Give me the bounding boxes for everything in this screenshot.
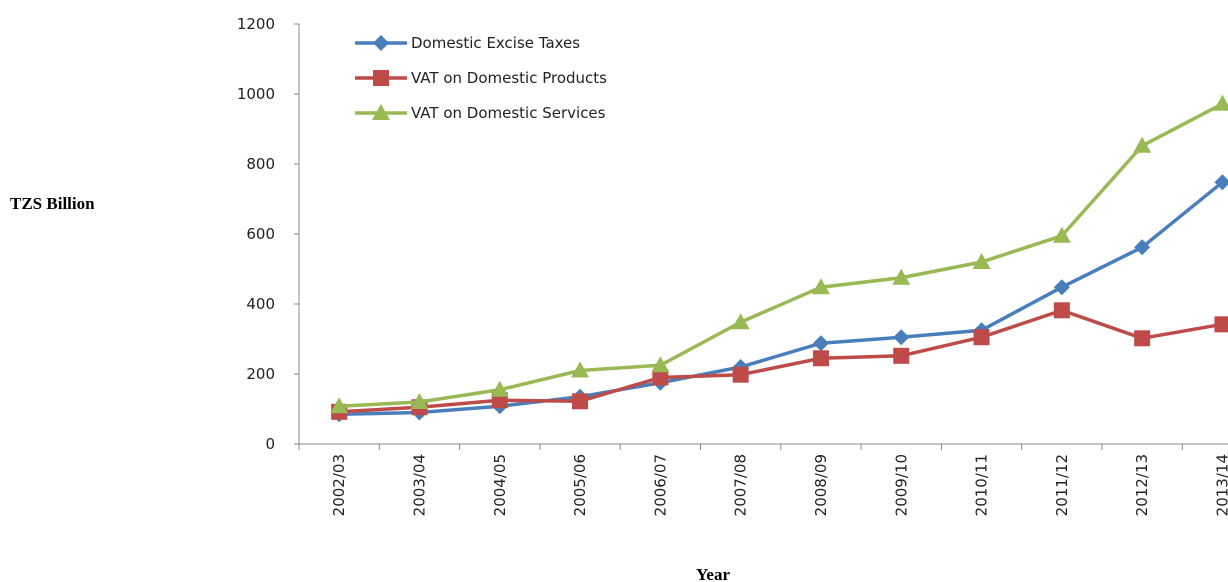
y-tick-label: 0 (265, 435, 275, 453)
legend-swatch (372, 104, 390, 120)
legend-swatch (373, 35, 389, 51)
point (1214, 174, 1228, 191)
point (1052, 226, 1071, 243)
x-tick-label: 2003/04 (410, 454, 428, 516)
y-tick-label: 200 (246, 365, 275, 383)
x-tick-label: 2004/05 (491, 454, 509, 516)
point (811, 278, 830, 295)
x-tick-label: 2006/07 (651, 454, 669, 516)
x-tick-label: 2013/14 (1213, 454, 1228, 516)
series-line (339, 102, 1224, 408)
x-axis-label: Year (696, 565, 730, 582)
point (812, 350, 829, 367)
x-tick-label: 2005/06 (571, 454, 589, 516)
y-axis-label: TZS Billion (10, 194, 95, 213)
point (1053, 279, 1070, 296)
legend-label: Domestic Excise Taxes (411, 34, 580, 52)
point (651, 356, 670, 373)
point (1213, 94, 1228, 111)
point (731, 313, 750, 330)
x-tick-label: 2007/08 (732, 454, 750, 516)
point (490, 380, 509, 397)
y-tick-label: 400 (246, 295, 275, 313)
point (893, 347, 910, 364)
point (1133, 136, 1152, 153)
point (973, 329, 990, 346)
point (893, 329, 910, 346)
point (732, 366, 749, 383)
point (972, 253, 991, 269)
x-tick-label: 2010/11 (973, 454, 991, 516)
point (572, 393, 589, 410)
point (652, 369, 669, 386)
point (330, 397, 349, 414)
legend-label: VAT on Domestic Services (411, 104, 606, 122)
y-tick-label: 600 (246, 225, 275, 243)
point (1214, 316, 1228, 333)
point (1134, 330, 1151, 347)
x-tick-label: 2002/03 (330, 454, 348, 516)
point (1053, 302, 1070, 319)
point (571, 361, 590, 378)
x-tick-label: 2011/12 (1053, 454, 1071, 516)
y-tick-label: 1000 (237, 85, 275, 103)
point (812, 335, 829, 352)
point (1134, 239, 1151, 256)
x-tick-label: 2012/13 (1133, 454, 1151, 516)
legend-label: VAT on Domestic Products (411, 69, 607, 87)
x-tick-label: 2009/10 (892, 454, 910, 516)
y-tick-label: 1200 (237, 15, 275, 33)
y-tick-label: 800 (246, 155, 275, 173)
point (892, 268, 911, 285)
x-tick-label: 2008/09 (812, 454, 830, 516)
series-line (339, 180, 1224, 416)
series-line (339, 308, 1223, 414)
legend-swatch (373, 70, 389, 86)
point (410, 393, 429, 409)
